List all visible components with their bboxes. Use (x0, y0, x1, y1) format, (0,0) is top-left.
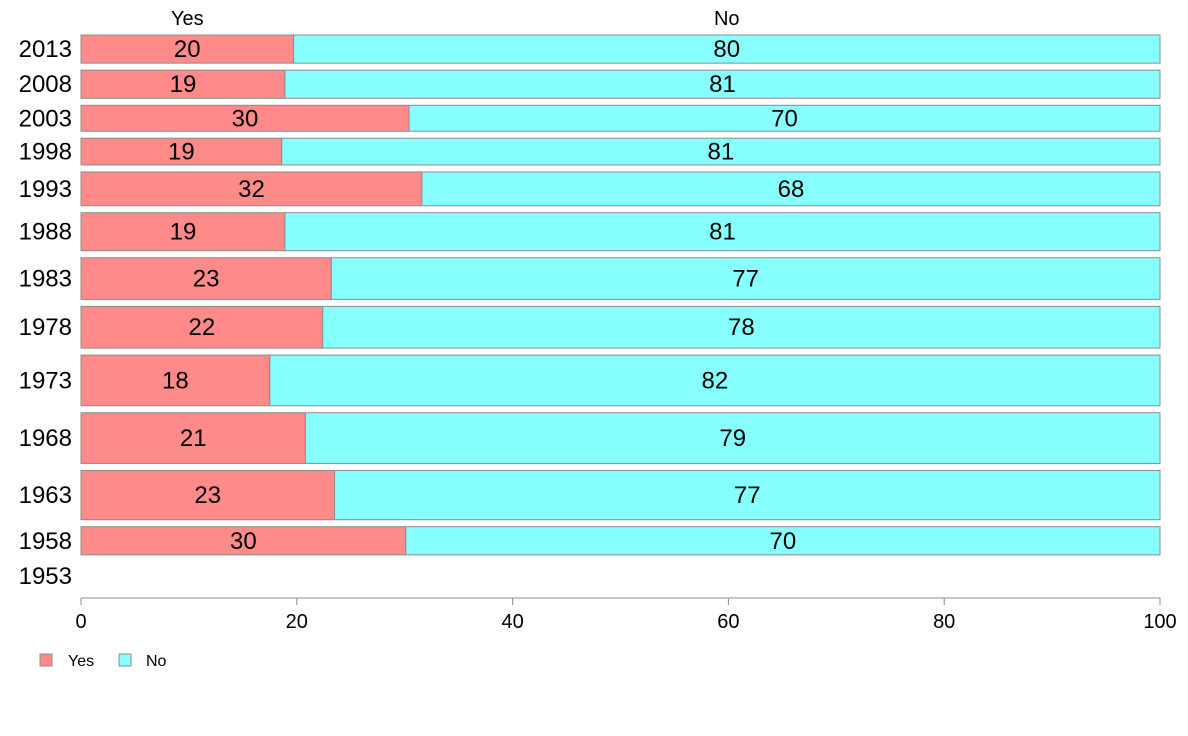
category-label-1988: 1988 (19, 219, 72, 246)
category-label-2008: 2008 (19, 71, 72, 98)
category-label-1993: 1993 (19, 176, 72, 203)
value-label-no-1963: 77 (734, 482, 761, 509)
category-label-1958: 1958 (19, 528, 72, 555)
legend-label-yes: Yes (68, 653, 94, 670)
legend-label-no: No (146, 653, 167, 670)
x-tick-label-80: 80 (933, 611, 955, 633)
bar-yes-1973 (80, 354, 271, 407)
value-label-yes-2003: 30 (232, 105, 259, 132)
value-label-no-1958: 70 (770, 528, 797, 555)
value-label-no-2008: 81 (709, 71, 736, 98)
value-label-no-2013: 80 (713, 36, 740, 63)
bar-no-1993 (421, 171, 1161, 207)
value-label-yes-1993: 32 (238, 176, 265, 203)
value-label-yes-1983: 23 (193, 266, 220, 293)
value-label-no-1998: 81 (707, 139, 734, 166)
bar-yes-1968 (80, 412, 306, 464)
bar-no-2013 (293, 34, 1161, 64)
category-label-1963: 1963 (19, 482, 72, 509)
legend-swatch-yes (39, 653, 53, 667)
top-label-no: No (714, 8, 740, 30)
value-label-no-1973: 82 (702, 367, 729, 394)
bar-yes-2013 (80, 34, 295, 64)
x-tick-label-20: 20 (286, 611, 308, 633)
category-label-1953: 1953 (19, 563, 72, 590)
value-label-no-1983: 77 (732, 266, 759, 293)
bar-no-1983 (330, 257, 1161, 300)
value-label-no-1988: 81 (709, 219, 736, 246)
bar-yes-1998 (80, 137, 283, 166)
bar-no-1963 (334, 469, 1161, 521)
bar-no-1998 (281, 137, 1161, 166)
bar-no-2008 (284, 69, 1161, 99)
category-label-1973: 1973 (19, 367, 72, 394)
category-label-2003: 2003 (19, 105, 72, 132)
category-label-1998: 1998 (19, 139, 72, 166)
bar-no-2003 (408, 104, 1161, 132)
bar-no-1978 (322, 305, 1161, 349)
bar-yes-1958 (80, 526, 407, 556)
x-tick-label-100: 100 (1143, 611, 1176, 633)
legend-swatch-no (118, 653, 132, 667)
bar-yes-1983 (80, 257, 332, 300)
value-label-no-1978: 78 (728, 314, 755, 341)
category-label-1968: 1968 (19, 425, 72, 452)
bar-yes-2008 (80, 69, 286, 99)
x-tick-label-60: 60 (717, 611, 739, 633)
value-label-no-1993: 68 (778, 176, 805, 203)
value-label-yes-1963: 23 (194, 482, 221, 509)
value-label-no-2003: 70 (771, 105, 798, 132)
bar-yes-1963 (80, 469, 336, 521)
value-label-yes-1998: 19 (168, 139, 195, 166)
x-tick-label-40: 40 (501, 611, 523, 633)
bar-yes-2003 (80, 104, 410, 132)
category-label-1983: 1983 (19, 266, 72, 293)
value-label-yes-1988: 19 (170, 219, 197, 246)
value-label-yes-2008: 19 (170, 71, 197, 98)
value-label-yes-1968: 21 (180, 425, 207, 452)
category-label-1978: 1978 (19, 314, 72, 341)
bar-yes-1993 (80, 171, 423, 207)
top-label-yes: Yes (171, 8, 204, 30)
bar-no-1958 (405, 526, 1161, 556)
value-label-yes-1978: 22 (188, 314, 215, 341)
category-label-2013: 2013 (19, 36, 72, 63)
bar-no-1973 (269, 354, 1161, 407)
value-label-yes-1973: 18 (162, 367, 189, 394)
x-tick-label-0: 0 (75, 611, 86, 633)
value-label-yes-1958: 30 (230, 528, 257, 555)
value-label-yes-2013: 20 (174, 36, 201, 63)
bar-no-1968 (304, 412, 1161, 464)
bar-no-1988 (284, 212, 1161, 252)
value-label-no-1968: 79 (719, 425, 746, 452)
